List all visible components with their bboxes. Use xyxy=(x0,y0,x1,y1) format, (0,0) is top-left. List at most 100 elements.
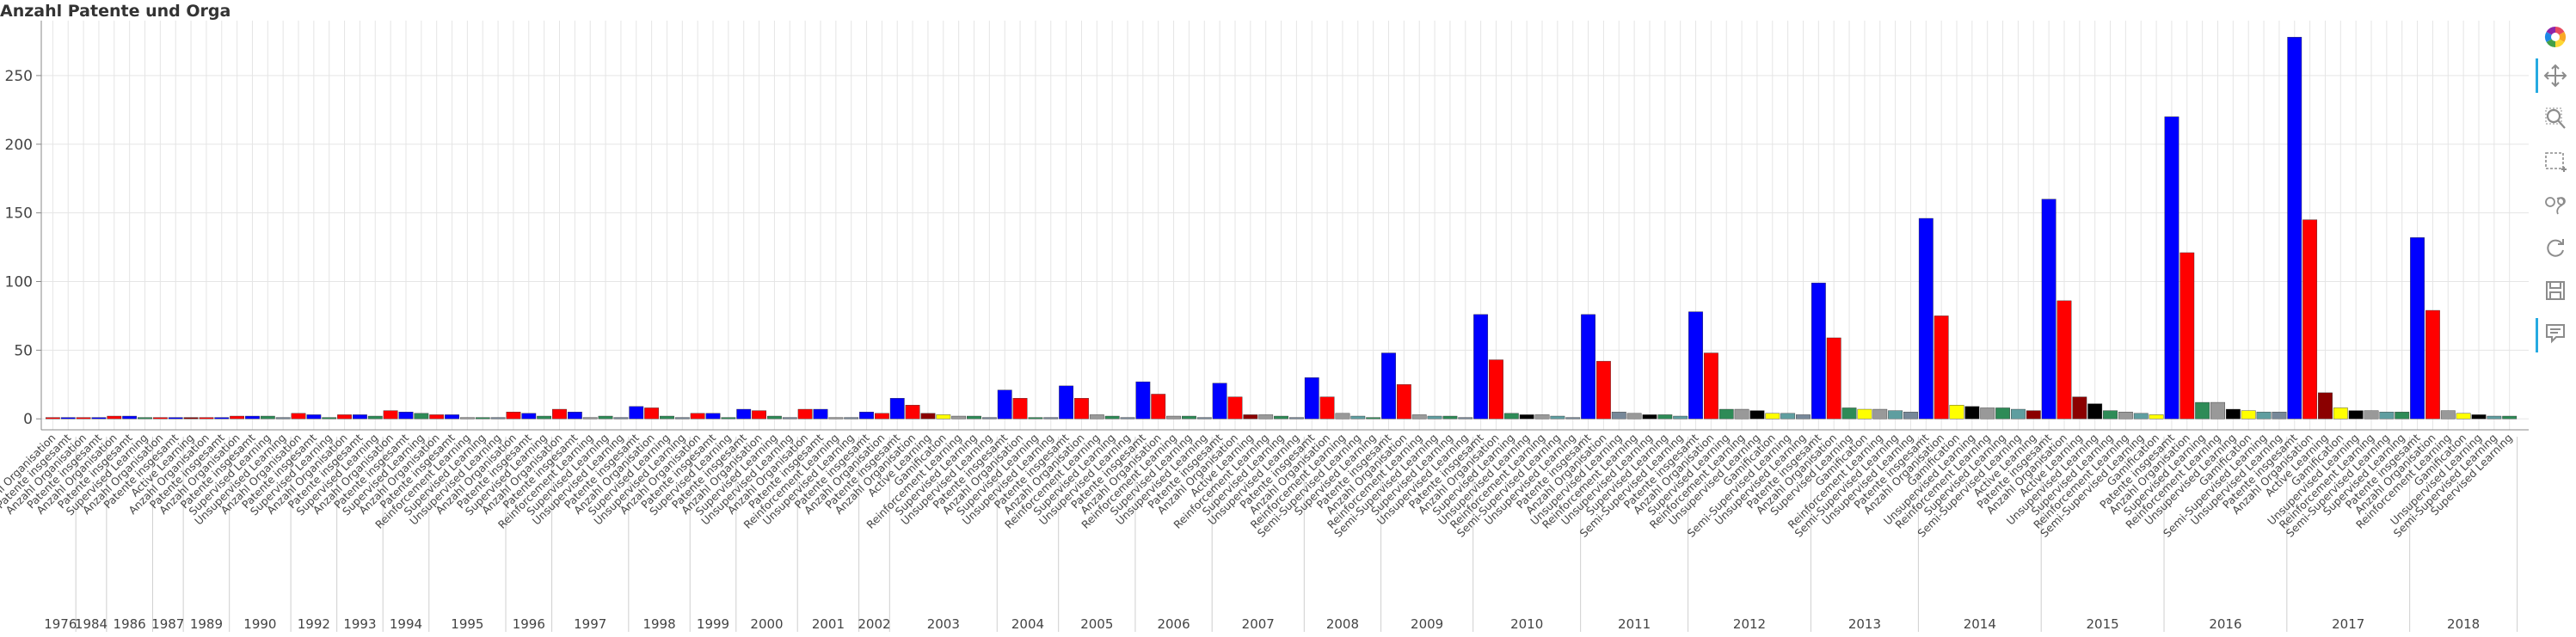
bar[interactable] xyxy=(1857,408,1872,420)
bar[interactable] xyxy=(383,410,398,420)
bar[interactable] xyxy=(2149,414,2164,420)
bar[interactable] xyxy=(1734,408,1749,420)
bar[interactable] xyxy=(152,417,168,420)
save-icon[interactable] xyxy=(2542,278,2568,303)
bar[interactable] xyxy=(567,412,582,420)
box-zoom-icon[interactable] xyxy=(2542,149,2568,175)
bar[interactable] xyxy=(1135,381,1151,420)
bar[interactable] xyxy=(1565,417,1581,420)
bokeh-logo-icon[interactable] xyxy=(2542,24,2568,50)
bar[interactable] xyxy=(199,417,214,420)
bar[interactable] xyxy=(889,398,905,420)
bar[interactable] xyxy=(705,413,721,420)
bar[interactable] xyxy=(2256,412,2272,420)
bar[interactable] xyxy=(1673,415,1688,420)
bar[interactable] xyxy=(122,415,138,420)
bar[interactable] xyxy=(1028,417,1043,420)
bar[interactable] xyxy=(1227,396,1243,420)
bar[interactable] xyxy=(598,415,613,420)
bar[interactable] xyxy=(291,413,306,420)
bar[interactable] xyxy=(2133,413,2149,420)
bar[interactable] xyxy=(1366,417,1381,420)
bar[interactable] xyxy=(107,415,122,420)
bar[interactable] xyxy=(844,417,859,420)
bar[interactable] xyxy=(951,415,967,420)
bar[interactable] xyxy=(721,417,736,420)
bar[interactable] xyxy=(782,417,797,420)
bar[interactable] xyxy=(1012,398,1028,420)
bar[interactable] xyxy=(1934,315,1949,420)
bar[interactable] xyxy=(1396,384,1411,420)
bar[interactable] xyxy=(91,417,107,420)
bar[interactable] xyxy=(874,413,889,420)
bar[interactable] xyxy=(1288,417,1304,420)
bar[interactable] xyxy=(414,413,429,420)
bar[interactable] xyxy=(1350,415,1366,420)
bar[interactable] xyxy=(1903,412,1918,420)
bar[interactable] xyxy=(1104,415,1120,420)
pan-icon[interactable] xyxy=(2542,63,2568,89)
bar[interactable] xyxy=(1841,407,1857,420)
bar[interactable] xyxy=(2302,219,2318,420)
bar[interactable] xyxy=(2425,309,2440,420)
bar[interactable] xyxy=(1995,407,2010,420)
bar[interactable] xyxy=(76,417,91,420)
bar[interactable] xyxy=(644,407,660,420)
bar[interactable] xyxy=(629,406,644,420)
bar[interactable] xyxy=(459,417,475,420)
bar[interactable] xyxy=(859,412,874,420)
bar[interactable] xyxy=(936,414,951,420)
bar[interactable] xyxy=(337,414,352,420)
bar[interactable] xyxy=(920,413,936,420)
bar[interactable] xyxy=(367,415,383,420)
bar[interactable] xyxy=(214,417,230,420)
bar[interactable] xyxy=(552,408,567,420)
bar[interactable] xyxy=(2440,410,2456,420)
bar[interactable] xyxy=(1074,398,1089,420)
bar[interactable] xyxy=(1626,413,1642,420)
bar[interactable] xyxy=(1473,314,1489,420)
bar[interactable] xyxy=(1519,414,1534,420)
bar[interactable] xyxy=(690,413,705,420)
bar[interactable] xyxy=(1120,417,1135,420)
bar[interactable] xyxy=(490,417,506,420)
bar[interactable] xyxy=(752,410,766,420)
bar[interactable] xyxy=(905,405,920,420)
bar[interactable] xyxy=(2179,252,2195,420)
bar[interactable] xyxy=(1796,414,1811,420)
bar[interactable] xyxy=(398,412,414,420)
bar[interactable] xyxy=(60,417,76,420)
reset-icon[interactable] xyxy=(2542,235,2568,260)
bar[interactable] xyxy=(45,417,60,420)
bar[interactable] xyxy=(797,408,813,420)
bar[interactable] xyxy=(245,415,260,420)
bar[interactable] xyxy=(1642,414,1657,420)
bar[interactable] xyxy=(1274,415,1288,420)
bar[interactable] xyxy=(537,415,552,420)
bar[interactable] xyxy=(2395,412,2410,420)
bar[interactable] xyxy=(1780,413,1796,420)
bar[interactable] xyxy=(1718,408,1734,420)
bar[interactable] xyxy=(2364,410,2379,420)
bar[interactable] xyxy=(1442,415,1458,420)
bar[interactable] xyxy=(2348,410,2364,420)
bar[interactable] xyxy=(1980,407,1995,420)
bar[interactable] xyxy=(2087,403,2103,420)
bar[interactable] xyxy=(2056,300,2072,420)
bar[interactable] xyxy=(230,415,245,420)
lasso-select-icon[interactable] xyxy=(2542,192,2568,217)
bar[interactable] xyxy=(1949,405,1964,420)
bar[interactable] xyxy=(1411,414,1427,420)
bar[interactable] xyxy=(1918,217,1934,420)
bar[interactable] xyxy=(1151,394,1166,420)
bar[interactable] xyxy=(1458,417,1473,420)
bar[interactable] xyxy=(1688,311,1703,420)
bar[interactable] xyxy=(736,408,752,420)
bar[interactable] xyxy=(828,417,844,420)
bar[interactable] xyxy=(813,408,828,420)
bar[interactable] xyxy=(2502,415,2518,420)
bar[interactable] xyxy=(1888,410,1903,420)
bar[interactable] xyxy=(1212,383,1227,420)
bar[interactable] xyxy=(1196,417,1212,420)
bar[interactable] xyxy=(2487,415,2502,420)
